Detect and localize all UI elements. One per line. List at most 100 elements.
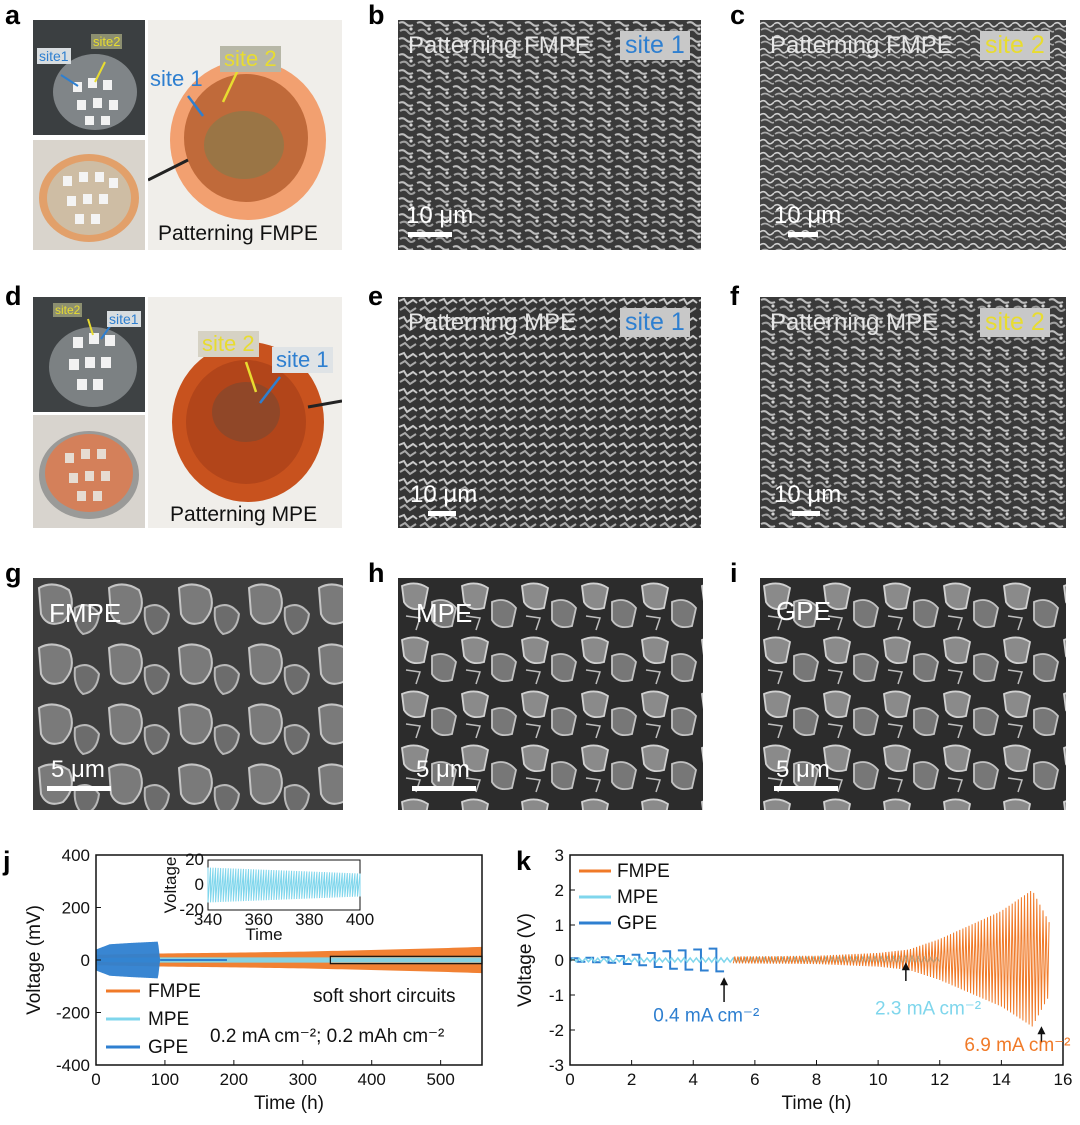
legend-label-mpe: MPE: [617, 887, 658, 908]
scale-label-h: 5 μm: [416, 756, 470, 783]
y-tick-label: 1: [555, 916, 564, 935]
y-tick-label: 400: [62, 846, 90, 865]
inset-x-tick-label: 400: [346, 910, 374, 929]
patterned-lithium-photo: [172, 342, 342, 502]
legend-label-gpe: GPE: [148, 1037, 188, 1058]
y-tick-label: -400: [56, 1056, 90, 1075]
panel-label-g: g: [5, 558, 22, 588]
x-tick-label: 500: [426, 1070, 454, 1089]
inset-site1-label: site1: [107, 311, 141, 327]
site-tag-b: site 1: [620, 31, 690, 60]
sem-texture: [33, 578, 343, 810]
y-axis-label: Voltage (V): [515, 913, 536, 1007]
arrow-0p4-head: [720, 977, 729, 986]
panel-label-f: f: [730, 281, 739, 311]
panel-label-a: a: [5, 0, 21, 30]
scale-bar-g: [47, 786, 111, 791]
y-tick-label: 0: [81, 951, 90, 970]
inset-x-axis-label: Time: [245, 925, 282, 944]
legend-label-mpe: MPE: [148, 1009, 189, 1030]
scale-bar-f: [792, 511, 820, 516]
x-tick-label: 10: [869, 1070, 888, 1089]
membrane-photo: [53, 54, 137, 130]
sem-title-f: Patterning MPE: [770, 309, 939, 336]
site1-label-d: site 1: [272, 347, 333, 373]
y-tick-label: 0: [555, 951, 564, 970]
photo-inset-top-d: site2 site1: [33, 297, 145, 412]
panel-label-e: e: [368, 281, 384, 311]
inset-series-mpe: [207, 867, 361, 903]
x-tick-label: 0: [91, 1070, 100, 1089]
site-tag-f: site 2: [980, 308, 1050, 337]
x-tick-label: 400: [358, 1070, 386, 1089]
sem-image-c: Patterning FMPE site 2 10 μm: [760, 20, 1066, 250]
y-tick-label: -200: [56, 1004, 90, 1023]
y-tick-label: 3: [555, 846, 564, 865]
legend-label-fmpe: FMPE: [617, 861, 670, 882]
scale-label-g: 5 μm: [51, 756, 105, 783]
photo-inset-bottom-a: [33, 140, 145, 250]
sem-title-g: FMPE: [49, 598, 122, 628]
arrow-6p9-head: [1037, 1026, 1046, 1035]
patterned-lithium-photo: [148, 60, 326, 220]
x-tick-label: 2: [627, 1070, 636, 1089]
sem-title-h: MPE: [416, 598, 473, 628]
inset-x-tick-label: 360: [244, 910, 272, 929]
sem-image-f: Patterning MPE site 2 10 μm: [760, 297, 1066, 528]
sem-image-h: MPE 5 μm: [398, 578, 703, 810]
sem-image-g: FMPE 5 μm: [33, 578, 343, 810]
annotation-gpe-current: 0.4 mA cm⁻²: [653, 1005, 759, 1026]
x-tick-label: 6: [750, 1070, 759, 1089]
zoom-box: [329, 955, 483, 965]
sem-image-i: GPE 5 μm: [760, 578, 1066, 810]
panel-label-b: b: [368, 0, 385, 30]
y-tick-label: -1: [549, 986, 564, 1005]
scale-label-f: 10 μm: [774, 481, 842, 508]
inset-x-tick-label: 380: [295, 910, 323, 929]
sem-title-c: Patterning FMPE: [770, 32, 953, 59]
sem-image-b: Patterning FMPE site 1 10 μm: [398, 20, 701, 250]
scale-bar-c: [788, 232, 818, 237]
sem-texture: [398, 578, 703, 810]
x-axis-label: Time (h): [781, 1093, 851, 1114]
sem-texture: [760, 578, 1066, 810]
inset-y-axis-label: Voltage: [161, 857, 180, 914]
sem-title-b: Patterning FMPE: [408, 32, 591, 59]
photo-inset-bottom-d: [33, 415, 145, 528]
panel-label-h: h: [368, 558, 385, 588]
scale-label-c: 10 μm: [774, 202, 842, 229]
panel-label-k: k: [516, 846, 532, 876]
site2-label-d: site 2: [198, 331, 259, 357]
x-tick-label: 8: [812, 1070, 821, 1089]
x-tick-label: 200: [220, 1070, 248, 1089]
scale-label-b: 10 μm: [406, 202, 474, 229]
site2-label-a: site 2: [220, 46, 281, 72]
scale-label-e: 10 μm: [410, 481, 478, 508]
panel-label-c: c: [730, 0, 746, 30]
inset-site2-label: site2: [91, 34, 123, 49]
sem-title-i: GPE: [776, 596, 831, 626]
y-tick-label: -3: [549, 1056, 564, 1075]
inset-y-tick-label: -20: [179, 900, 204, 919]
x-tick-label: 16: [1054, 1070, 1073, 1089]
inset-x-tick-label: 340: [194, 910, 222, 929]
site1-label-a: site 1: [150, 66, 203, 91]
annotation-fmpe-current: 6.9 mA cm⁻²: [964, 1035, 1070, 1056]
scale-bar-b: [408, 232, 452, 237]
photo-main-a: site 1 site 2 Patterning FMPE: [148, 20, 342, 250]
inset-site1-label: site1: [37, 48, 71, 64]
x-axis-label: Time (h): [254, 1093, 324, 1114]
membrane-photo: [49, 318, 137, 407]
series-line-fmpe: [732, 890, 1050, 1027]
scale-bar-e: [428, 511, 456, 516]
scale-label-i: 5 μm: [776, 756, 830, 783]
scale-bar-i: [774, 786, 838, 791]
annotation-current-density: 0.2 mA cm⁻²; 0.2 mAh cm⁻²: [210, 1026, 444, 1047]
x-tick-label: 300: [289, 1070, 317, 1089]
coin-cell-photo: [39, 431, 139, 519]
panel-label-d: d: [5, 281, 22, 311]
x-tick-label: 12: [930, 1070, 949, 1089]
panel-label-i: i: [730, 558, 738, 588]
